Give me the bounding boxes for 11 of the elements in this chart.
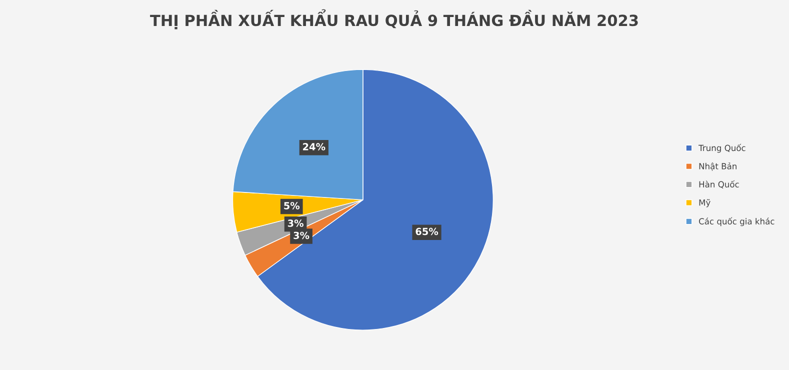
- legend-label: Trung Quốc: [698, 144, 746, 153]
- data-label: 5%: [284, 202, 300, 210]
- data-label: 3%: [294, 232, 310, 240]
- legend-label: Mỹ: [699, 199, 710, 208]
- data-label: 3%: [288, 220, 304, 227]
- chart-title: THỊ PHẦN XUẤT KHẨU RAU QUẢ 9 THÁNG ĐẦU NĂM 2023: [150, 9, 638, 30]
- data-label: 24%: [303, 143, 326, 150]
- legend-label: Nhật Bản: [699, 162, 736, 171]
- legend-label: Hàn Quốc: [699, 180, 739, 188]
- legend-label: Các quốc gia khác: [699, 217, 774, 226]
- data-label: 65%: [416, 228, 438, 236]
